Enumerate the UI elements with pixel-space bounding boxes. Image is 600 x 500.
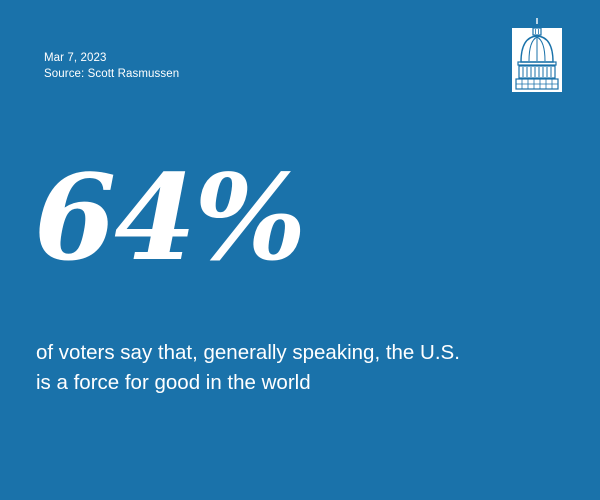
capitol-dome-icon: [512, 18, 562, 92]
date-label: Mar 7, 2023: [44, 52, 107, 64]
statement-line-1: of voters say that, generally speaking, …: [36, 341, 460, 364]
statement-line-2: is a force for good in the world: [36, 371, 311, 394]
statement-text: of voters say that, generally speaking, …: [36, 338, 576, 398]
stat-percentage: 64%: [34, 148, 306, 287]
source-label: Source: Scott Rasmussen: [44, 68, 180, 80]
meta-info: Mar 7, 2023 Source: Scott Rasmussen: [44, 50, 179, 82]
